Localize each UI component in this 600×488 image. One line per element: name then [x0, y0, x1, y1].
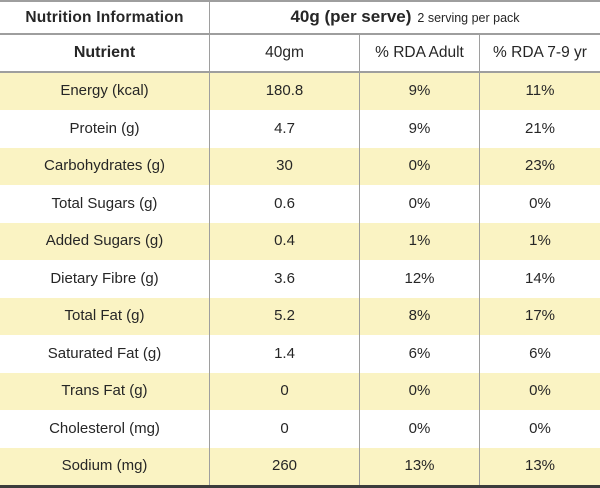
rda-7-9yr-cell: 13%	[524, 457, 556, 474]
rda-adult-cell: 6%	[360, 335, 480, 373]
column-header-nutrient: Nutrient	[0, 35, 210, 71]
table-row: Energy (kcal) 180.8 9% 11%	[0, 73, 600, 111]
nutrient-name-cell: Dietary Fibre (g)	[0, 260, 210, 298]
nutrient-name-cell: Trans Fat (g)	[0, 372, 210, 411]
serve-size-label: 40g (per serve)	[290, 7, 412, 26]
column-header-row: Nutrient 40gm % RDA Adult % RDA 7-9 yr	[0, 35, 600, 73]
table-row: Saturated Fat (g) 1.4 6% 6%	[0, 335, 600, 373]
rda-adult-cell: 0%	[360, 147, 480, 186]
rda-adult-cell: 1%	[360, 222, 480, 261]
column-header-amount: 40gm	[210, 35, 360, 71]
rda-adult-cell: 13%	[360, 447, 480, 485]
table-row: Trans Fat (g) 0 0% 0%	[0, 372, 600, 411]
nutrient-name-cell: Total Sugars (g)	[0, 185, 210, 223]
amount-cell: 30	[210, 147, 360, 186]
column-header-rda-7-9yr: % RDA 7-9 yr	[493, 44, 587, 62]
column-header-rda-adult: % RDA Adult	[360, 35, 480, 71]
nutrient-name-cell: Energy (kcal)	[0, 73, 210, 111]
nutrient-name-cell: Total Fat (g)	[0, 297, 210, 336]
nutrient-name-cell: Sodium (mg)	[0, 447, 210, 485]
table-title: Nutrition Information	[0, 2, 210, 33]
rda-7-9yr-cell: 23%	[524, 157, 556, 175]
table-row: Cholesterol (mg) 0 0% 0%	[0, 410, 600, 448]
rda-7-9yr-cell: 11%	[525, 82, 555, 100]
amount-cell: 0	[210, 410, 360, 448]
table-row: Protein (g) 4.7 9% 21%	[0, 110, 600, 148]
rda-7-9yr-cell: 21%	[524, 119, 556, 137]
table-title-row: Nutrition Information 40g (per serve) 2 …	[0, 2, 600, 35]
rda-7-9yr-cell: 6%	[529, 344, 551, 362]
nutrient-name-cell: Added Sugars (g)	[0, 222, 210, 261]
table-row: Added Sugars (g) 0.4 1% 1%	[0, 222, 600, 261]
serving-info: 40g (per serve) 2 serving per pack	[210, 2, 600, 33]
rda-7-9yr-cell: 0%	[529, 419, 551, 437]
rda-adult-cell: 0%	[360, 372, 480, 411]
amount-cell: 3.6	[210, 260, 360, 298]
nutrient-name-cell: Carbohydrates (g)	[0, 147, 210, 186]
rda-7-9yr-cell: 14%	[524, 269, 556, 287]
servings-per-pack-note: 2 serving per pack	[417, 11, 520, 25]
nutrient-name-cell: Protein (g)	[0, 110, 210, 148]
rda-adult-cell: 0%	[360, 410, 480, 448]
amount-cell: 0.6	[210, 185, 360, 223]
amount-cell: 260	[210, 447, 360, 485]
rda-adult-cell: 0%	[360, 185, 480, 223]
table-body: Energy (kcal) 180.8 9% 11% Protein (g) 4…	[0, 73, 600, 485]
amount-cell: 5.2	[210, 297, 360, 336]
amount-cell: 0	[210, 372, 360, 411]
table-row: Carbohydrates (g) 30 0% 23%	[0, 147, 600, 186]
amount-cell: 180.8	[210, 73, 360, 111]
table-row: Total Sugars (g) 0.6 0% 0%	[0, 185, 600, 223]
rda-adult-cell: 9%	[360, 73, 480, 111]
table-row: Total Fat (g) 5.2 8% 17%	[0, 297, 600, 336]
rda-7-9yr-cell: 0%	[529, 194, 551, 212]
amount-cell: 1.4	[210, 335, 360, 373]
amount-cell: 0.4	[210, 222, 360, 261]
rda-7-9yr-cell: 1%	[529, 232, 551, 250]
rda-adult-cell: 12%	[360, 260, 480, 298]
table-row: Dietary Fibre (g) 3.6 12% 14%	[0, 260, 600, 298]
rda-adult-cell: 8%	[360, 297, 480, 336]
table-row: Sodium (mg) 260 13% 13%	[0, 447, 600, 485]
amount-cell: 4.7	[210, 110, 360, 148]
rda-adult-cell: 9%	[360, 110, 480, 148]
nutrient-name-cell: Cholesterol (mg)	[0, 410, 210, 448]
rda-7-9yr-cell: 17%	[524, 307, 556, 325]
nutrient-name-cell: Saturated Fat (g)	[0, 335, 210, 373]
rda-7-9yr-cell: 0%	[529, 382, 551, 400]
